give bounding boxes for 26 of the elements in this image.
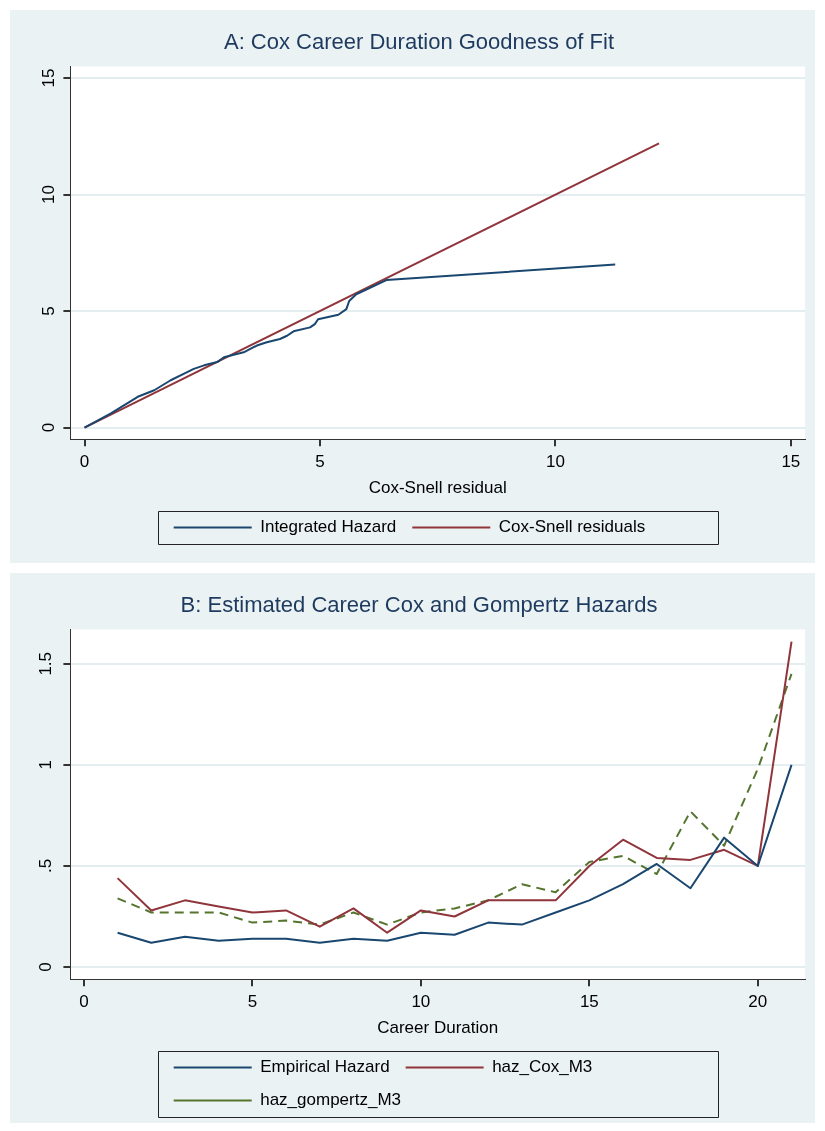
y-tick-label: .5 (36, 858, 56, 874)
x-tick-label: 5 (315, 452, 325, 472)
legend-label: Cox-Snell residuals (498, 517, 646, 537)
x-tick-label: 20 (748, 992, 768, 1012)
x-tick-label: 5 (247, 992, 258, 1012)
x-axis-title: Career Duration (377, 1018, 499, 1038)
y-tick-label: 5 (38, 306, 58, 316)
legend-label: Empirical Hazard (260, 1057, 390, 1077)
y-tick-label: 10 (38, 185, 58, 205)
y-tick-label: 15 (38, 68, 58, 88)
y-tick-label: 1.5 (36, 651, 56, 676)
legend-label: Integrated Hazard (260, 517, 397, 537)
x-tick-label: 0 (79, 992, 89, 1012)
x-tick-label: 10 (545, 452, 565, 472)
x-tick-label: 15 (579, 992, 599, 1012)
chart-title: A: Cox Career Duration Goodness of Fit (223, 29, 615, 55)
x-tick-label: 15 (781, 452, 801, 472)
x-tick-label: 0 (79, 452, 90, 472)
y-tick-label: 1 (36, 760, 56, 770)
y-tick-label: 0 (36, 962, 56, 972)
chart-title: B: Estimated Career Cox and Gompertz Hazards (180, 592, 658, 618)
legend-label: haz_Cox_M3 (492, 1057, 593, 1077)
legend-label: haz_gompertz_M3 (260, 1090, 402, 1110)
y-tick-label: 0 (38, 422, 58, 433)
x-axis-title: Cox-Snell residual (368, 478, 507, 498)
x-tick-label: 10 (411, 992, 431, 1012)
